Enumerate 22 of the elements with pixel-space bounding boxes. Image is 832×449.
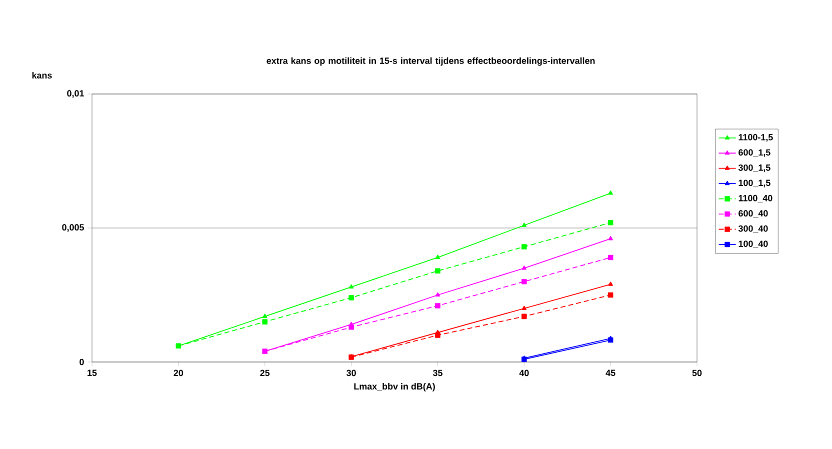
legend-label: 1100-1,5 xyxy=(738,134,773,142)
legend-label: 100_1,5 xyxy=(738,180,770,188)
x-axis-title: Lmax_bbv in dB(A) xyxy=(354,382,435,392)
x-tick-label: 45 xyxy=(606,370,616,376)
x-tick-label: 35 xyxy=(432,370,442,376)
chart-title: extra kans op motiliteit in 15-s interval tijdens effectbeoordelings-intervallen xyxy=(266,57,595,66)
y-tick-label: 0,01 xyxy=(67,90,84,98)
x-tick-label: 50 xyxy=(692,370,702,376)
y-axis-title: kans xyxy=(32,72,52,79)
legend-label: 300_40 xyxy=(738,225,768,233)
legend-label: 300_1,5 xyxy=(738,164,770,172)
y-tick-label: 0,005 xyxy=(62,224,84,232)
legend-label: 1100_40 xyxy=(738,194,772,202)
x-tick-label: 20 xyxy=(174,370,184,376)
legend-label: 600_40 xyxy=(738,210,768,218)
legend-label: 600_1,5 xyxy=(738,149,770,157)
x-tick-label: 40 xyxy=(519,370,529,376)
x-tick-label: 30 xyxy=(346,370,356,376)
x-tick-label: 15 xyxy=(88,370,97,376)
legend-label: 100_40 xyxy=(738,240,768,248)
x-tick-label: 25 xyxy=(260,370,270,376)
y-tick-label: 0 xyxy=(80,358,84,366)
